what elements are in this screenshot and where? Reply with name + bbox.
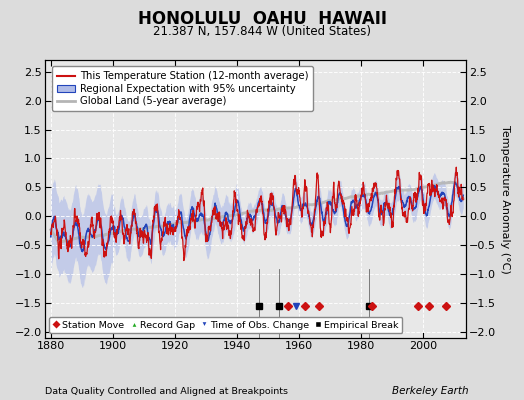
Text: 21.387 N, 157.844 W (United States): 21.387 N, 157.844 W (United States) [153,25,371,38]
Text: HONOLULU  OAHU  HAWAII: HONOLULU OAHU HAWAII [137,10,387,28]
Text: Data Quality Controlled and Aligned at Breakpoints: Data Quality Controlled and Aligned at B… [45,387,288,396]
Legend: Station Move, Record Gap, Time of Obs. Change, Empirical Break: Station Move, Record Gap, Time of Obs. C… [49,317,402,333]
Text: Berkeley Earth: Berkeley Earth [392,386,469,396]
Y-axis label: Temperature Anomaly (°C): Temperature Anomaly (°C) [500,125,510,273]
